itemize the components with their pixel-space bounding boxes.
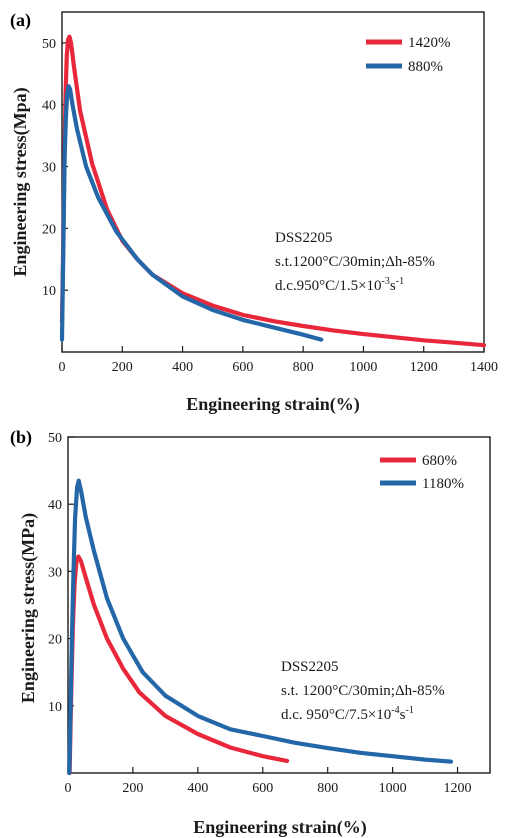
y-tick-label: 40 xyxy=(42,99,56,114)
y-tick-label: 20 xyxy=(48,633,62,648)
annotation-condition: d.c. 950°C/7.5×10-4s-1 xyxy=(281,705,414,723)
legend-label: 680% xyxy=(422,453,457,469)
series-line-1420pct xyxy=(59,34,487,348)
y-axis-label: Engineering stress(MPa) xyxy=(18,513,39,703)
chart-panel-a: 0 200 400 600 800 1000 1200 1400 10 20 30 40 50 1420%… xyxy=(10,10,498,415)
legend-label: 1420% xyxy=(408,35,451,51)
y-tick-label: 50 xyxy=(42,37,56,52)
series-line-680pct xyxy=(67,554,290,776)
x-tick-label: 1400 xyxy=(470,360,498,375)
x-tick-label: 0 xyxy=(59,360,66,375)
y-tick-label: 40 xyxy=(48,498,62,513)
x-tick-label: 1000 xyxy=(379,781,407,796)
x-tick-label: 800 xyxy=(293,360,314,375)
x-tick-label: 200 xyxy=(112,360,133,375)
legend-label: 880% xyxy=(408,59,443,75)
annotation-condition: d.c.950°C/1.5×10-3s-1 xyxy=(275,276,404,294)
chart-panel-b: 0 200 400 600 800 1000 1200 10 20 30 40 50 680% 1180%… xyxy=(10,427,491,838)
annotation-material: DSS2205 xyxy=(275,230,333,246)
x-tick-label: 400 xyxy=(172,360,193,375)
x-tick-label: 800 xyxy=(317,781,338,796)
x-tick-label: 200 xyxy=(122,781,143,796)
x-axis-label: Engineering strain(%) xyxy=(186,394,360,415)
x-tick-label: 600 xyxy=(232,360,253,375)
x-tick-label: 1000 xyxy=(349,360,377,375)
y-tick-label: 10 xyxy=(48,700,62,715)
legend-label: 1180% xyxy=(422,476,464,492)
y-tick-label: 50 xyxy=(48,431,62,446)
annotation-material: DSS2205 xyxy=(281,659,339,675)
x-tick-label: 1200 xyxy=(444,781,472,796)
y-tick-label: 10 xyxy=(42,284,56,299)
plot-frame xyxy=(67,436,491,774)
y-tick-label: 30 xyxy=(42,161,56,176)
panel-label: (b) xyxy=(10,427,32,448)
annotation-treatment: s.t. 1200°C/30min;Δh-85% xyxy=(281,683,445,699)
series-line-1180pct xyxy=(67,478,454,776)
panel-label: (a) xyxy=(10,10,31,31)
y-tick-label: 30 xyxy=(48,565,62,580)
y-tick-label: 20 xyxy=(42,222,56,237)
x-tick-label: 400 xyxy=(187,781,208,796)
x-tick-label: 1200 xyxy=(410,360,438,375)
plot-frame xyxy=(61,11,485,353)
series-line-880pct xyxy=(59,84,324,342)
annotation-treatment: s.t.1200°C/30min;Δh-85% xyxy=(275,254,435,270)
x-tick-label: 600 xyxy=(252,781,273,796)
x-tick-label: 0 xyxy=(65,781,72,796)
x-axis-label: Engineering strain(%) xyxy=(193,817,367,838)
y-axis-label: Engineering stress(Mpa) xyxy=(10,87,31,276)
